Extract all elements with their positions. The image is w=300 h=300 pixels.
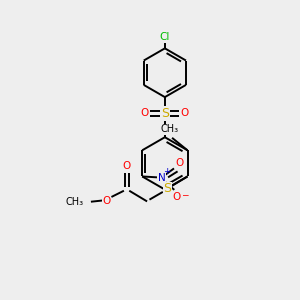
Text: S: S bbox=[163, 182, 171, 195]
Text: O: O bbox=[172, 192, 181, 202]
Text: O: O bbox=[141, 108, 149, 118]
Text: O: O bbox=[175, 158, 184, 168]
Text: O: O bbox=[123, 161, 131, 171]
Text: Cl: Cl bbox=[160, 32, 170, 42]
Text: N: N bbox=[158, 173, 165, 183]
Text: CH₃: CH₃ bbox=[160, 124, 179, 134]
Text: CH₃: CH₃ bbox=[66, 197, 84, 207]
Text: +: + bbox=[163, 167, 171, 176]
Text: O: O bbox=[102, 196, 110, 206]
Text: −: − bbox=[181, 191, 188, 200]
Text: S: S bbox=[161, 107, 169, 120]
Text: O: O bbox=[181, 108, 189, 118]
